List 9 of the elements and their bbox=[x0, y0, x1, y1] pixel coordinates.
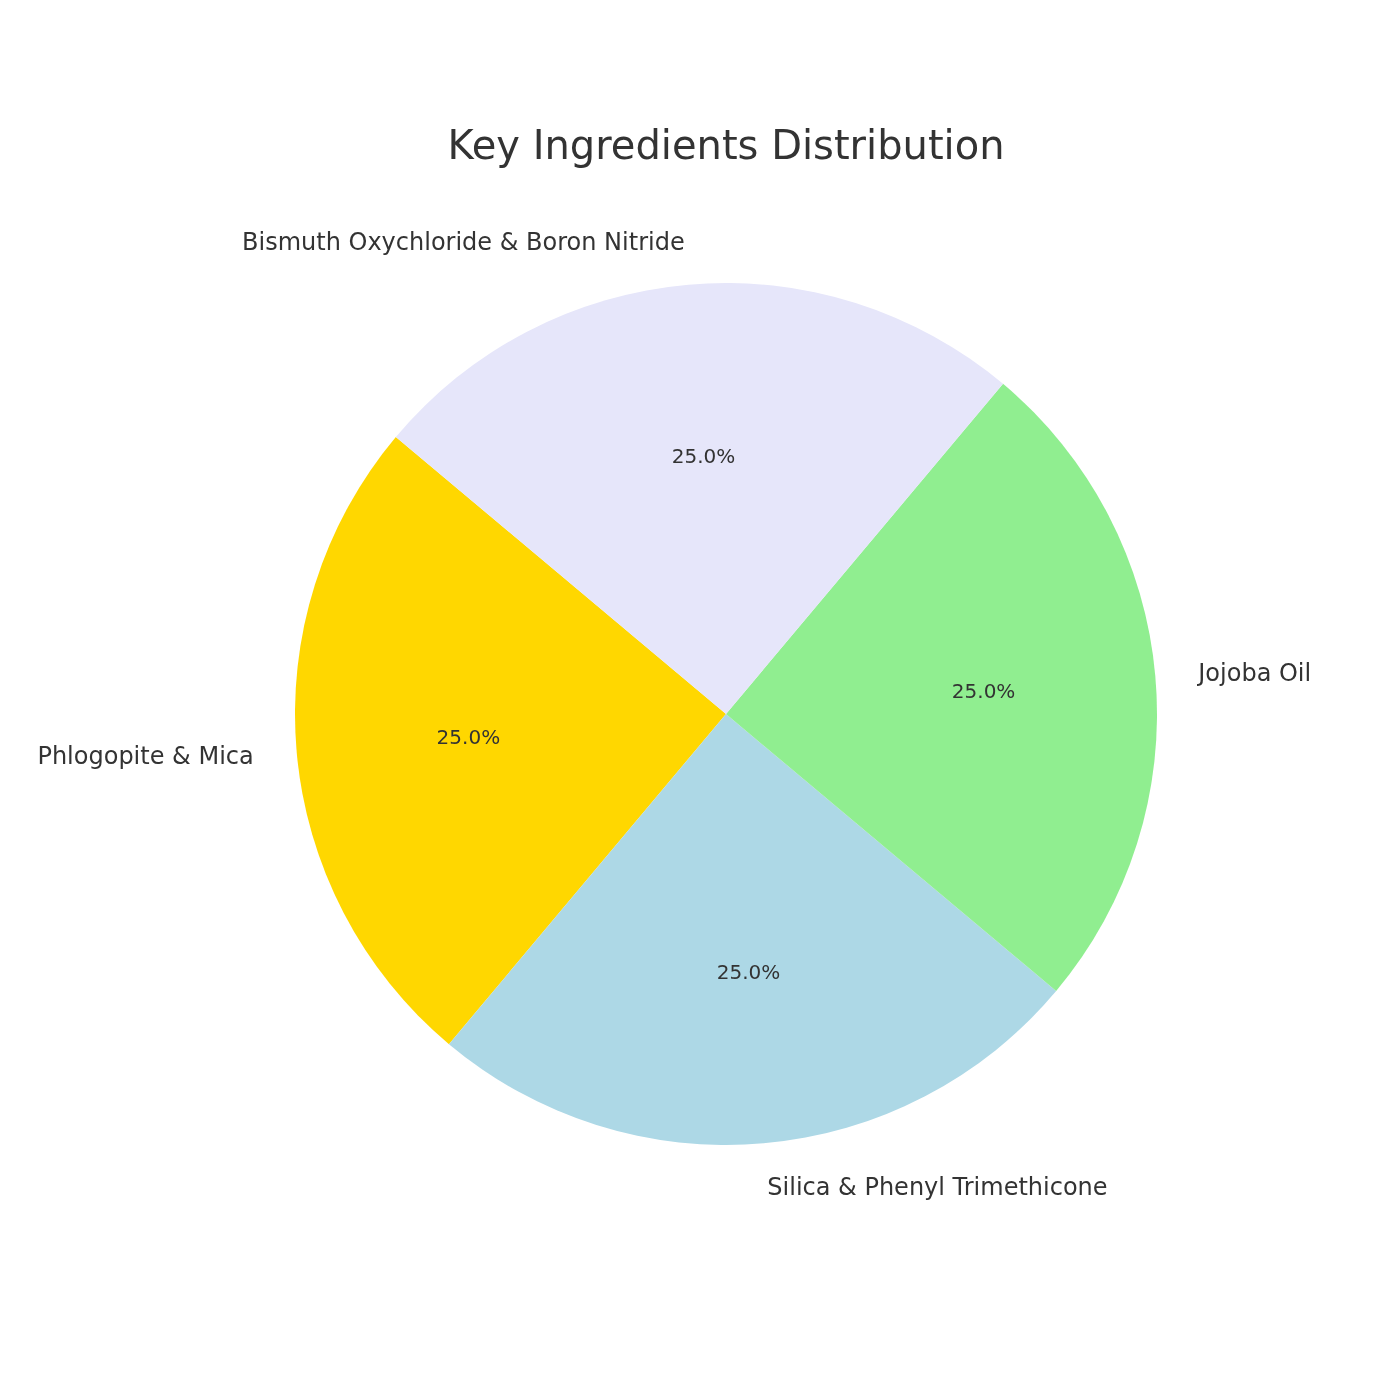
slice-label: Phlogopite & Mica bbox=[37, 741, 254, 770]
data-label: 25.0% bbox=[671, 444, 736, 469]
slice-label: Jojoba Oil bbox=[1196, 659, 1312, 688]
data-label: 25.0% bbox=[716, 959, 781, 984]
data-label: 25.0% bbox=[951, 679, 1016, 704]
slice-label: Silica & Phenyl Trimethicone bbox=[767, 1172, 1108, 1201]
slice-label: Bismuth Oxychloride & Boron Nitride bbox=[242, 228, 685, 257]
data-label: 25.0% bbox=[436, 724, 501, 749]
chart-title: Key Ingredients Distribution bbox=[447, 122, 1005, 168]
